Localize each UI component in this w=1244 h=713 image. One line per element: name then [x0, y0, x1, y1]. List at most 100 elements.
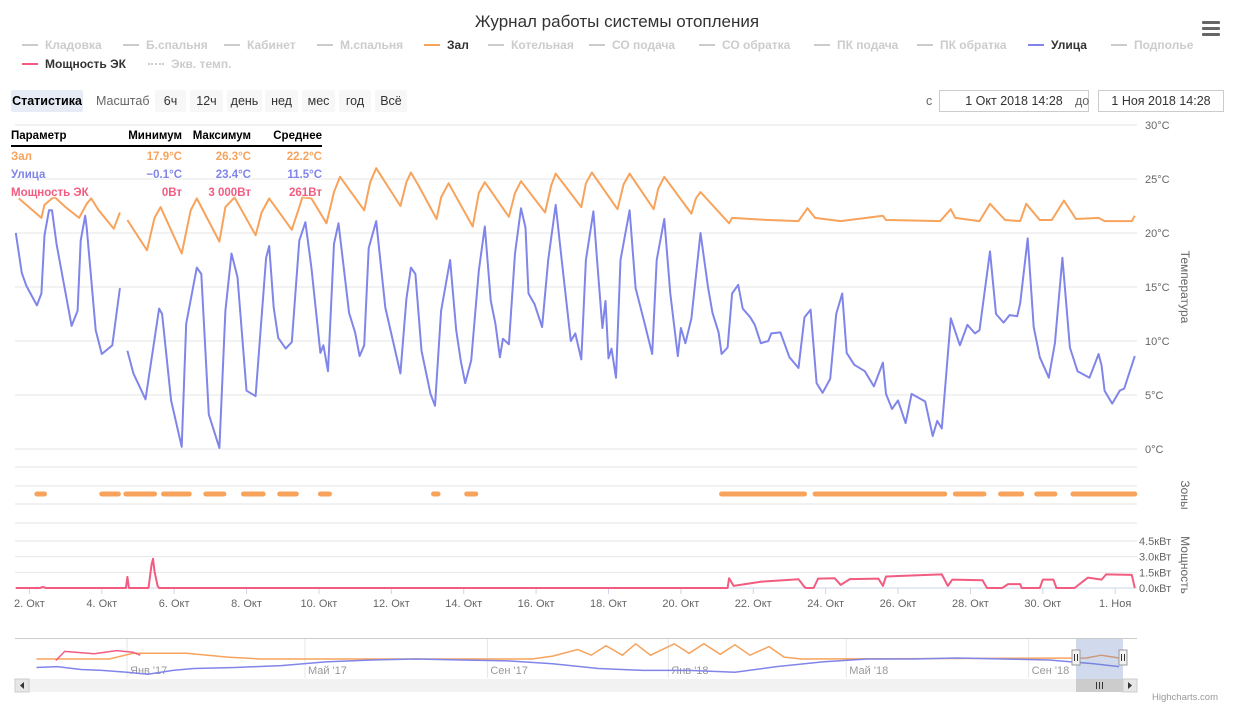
stats-name: Зал — [11, 151, 32, 163]
legend-item-kotelnaya[interactable]: Котельная — [488, 37, 574, 53]
axis-title-temperature: Температура — [1178, 251, 1192, 324]
legend-label: Кабинет — [247, 38, 296, 52]
stats-header-row: Параметр Минимум Максимум Среднее — [11, 128, 322, 147]
navigator[interactable]: Янв '17 Май '17 Сен '17 Янв '18 Май '18 Сен '… — [14, 638, 1138, 693]
legend-line-icon — [224, 44, 240, 46]
legend-item-so-podacha[interactable]: СО подача — [589, 37, 675, 53]
y-tick-label-temperature: 30°C — [1145, 120, 1170, 132]
legend-line-icon — [917, 44, 933, 46]
range-button-all[interactable]: Всё — [375, 90, 407, 112]
navigator-selection-mask[interactable] — [1076, 639, 1123, 679]
legend-item-moshchnost-ek[interactable]: Мощность ЭК — [22, 56, 126, 72]
legend-item-kladovka[interactable]: Кладовка — [22, 37, 102, 53]
x-tick-label: 18. Окт — [590, 598, 627, 610]
stats-min: 17.9°C — [146, 151, 182, 163]
statistics-table: Параметр Минимум Максимум Среднее Зал 17… — [11, 128, 322, 202]
legend-line-icon — [1028, 44, 1044, 46]
navigator-tick-label: Сен '18 — [1032, 665, 1070, 677]
y-tick-label-temperature: 15°C — [1145, 282, 1170, 294]
scrollbar-track[interactable] — [15, 679, 1137, 692]
to-date-input[interactable]: 1 Ноя 2018 14:28 — [1098, 90, 1224, 112]
legend-line-icon — [699, 44, 715, 46]
stats-header-max: Максимум — [192, 130, 251, 142]
range-button-week[interactable]: нед — [265, 90, 298, 112]
legend-item-so-obratka[interactable]: СО обратка — [699, 37, 790, 53]
hamburger-menu-icon[interactable] — [1202, 21, 1220, 36]
legend-label: Мощность ЭК — [45, 57, 126, 71]
x-tick-label: 8. Окт — [231, 598, 262, 610]
legend-item-m-spalnya[interactable]: М.спальня — [317, 37, 403, 53]
navigator-handle[interactable] — [1071, 649, 1081, 666]
x-tick-label: 2. Окт — [14, 598, 45, 610]
legend-label: СО обратка — [722, 38, 791, 52]
legend-item-ulitsa[interactable]: Улица — [1028, 37, 1087, 53]
to-label: до — [1075, 94, 1090, 108]
legend-label: Котельная — [511, 38, 574, 52]
stats-min: 0Вт — [161, 187, 182, 199]
from-date-input[interactable]: 1 Окт 2018 14:28 — [939, 90, 1089, 112]
credits-link[interactable]: Highcharts.com — [1152, 692, 1218, 703]
range-button-day[interactable]: день — [227, 90, 262, 112]
stats-row-ulitsa: Улица −0.1°C 23.4°C 11.5°C — [11, 166, 322, 184]
navigator-series-line — [36, 657, 1120, 675]
x-tick-label: 16. Окт — [518, 598, 555, 610]
legend-label: СО подача — [612, 38, 676, 52]
range-button-month[interactable]: мес — [302, 90, 335, 112]
legend-label: Кладовка — [45, 38, 102, 52]
y-tick-label-power: 4.5кВт — [1139, 536, 1171, 548]
navigator-handle[interactable] — [1118, 649, 1128, 666]
legend-line-icon — [424, 44, 440, 46]
legend-line-icon — [22, 63, 38, 65]
x-tick-label: 6. Окт — [159, 598, 190, 610]
chart-title: Журнал работы системы отопления — [474, 12, 760, 31]
x-tick-label: 20. Окт — [662, 598, 699, 610]
navigator-handle-grip-icon — [1118, 649, 1128, 666]
legend-label: М.спальня — [340, 38, 404, 52]
stats-header-min: Минимум — [128, 130, 182, 142]
x-tick-label: 4. Окт — [86, 598, 117, 610]
navigator-series-line — [55, 649, 141, 662]
x-tick-label: 26. Окт — [880, 598, 917, 610]
legend-label: Экв. темп. — [171, 57, 232, 71]
legend-item-ekv-temp[interactable]: Экв. темп. — [148, 56, 231, 72]
legend-label: ПК обратка — [940, 38, 1007, 52]
zoom-label: Масштаб — [96, 94, 150, 108]
stats-max: 23.4°C — [215, 169, 251, 181]
navigator-tick-label: Май '18 — [849, 665, 888, 677]
y-tick-label-power: 3.0кВт — [1139, 552, 1171, 564]
legend-item-b-spalnya[interactable]: Б.спальня — [123, 37, 208, 53]
legend-dotted-line-icon — [148, 63, 164, 65]
legend-item-pk-obratka[interactable]: ПК обратка — [917, 37, 1007, 53]
legend-line-icon — [317, 44, 333, 46]
legend-item-zal[interactable]: Зал — [424, 37, 469, 53]
navigator-series-line — [36, 642, 1120, 660]
legend-line-icon — [488, 44, 504, 46]
navigator-tick-label: Сен '17 — [490, 665, 528, 677]
series-line-zal — [18, 167, 1136, 255]
range-button-6h[interactable]: 6ч — [155, 90, 186, 112]
y-tick-label-temperature: 0°C — [1145, 444, 1164, 456]
y-axes: 0°C 5°C 10°C 15°C 20°C 25°C 30°C 0.0кВт 1.5кВт 3.… — [1139, 120, 1171, 595]
range-button-12h[interactable]: 12ч — [190, 90, 223, 112]
stats-avg: 261Вт — [289, 187, 322, 199]
stats-max: 3 000Вт — [208, 187, 251, 199]
statistics-button[interactable]: Статистика — [11, 90, 83, 112]
legend-label: ПК подача — [837, 38, 899, 52]
stats-header-param: Параметр — [11, 130, 67, 142]
series-line-ulitsa — [14, 203, 1136, 449]
navigator-tick-label: Янв '17 — [130, 665, 167, 677]
y-tick-label-temperature: 5°C — [1145, 390, 1164, 402]
range-button-year[interactable]: год — [339, 90, 371, 112]
from-label: с — [926, 94, 933, 108]
y-tick-label-temperature: 20°C — [1145, 228, 1170, 240]
axis-title-zones: Зоны — [1178, 480, 1192, 509]
legend-line-icon — [22, 44, 38, 46]
series-line-power — [15, 557, 1136, 589]
series-lines — [14, 167, 1136, 589]
stats-avg: 22.2°C — [286, 151, 322, 163]
legend-item-pk-podacha[interactable]: ПК подача — [814, 37, 898, 53]
legend-item-kabinet[interactable]: Кабинет — [224, 37, 296, 53]
legend-item-podpolye[interactable]: Подполье — [1111, 37, 1193, 53]
stats-name: Мощность ЭК — [11, 187, 89, 199]
